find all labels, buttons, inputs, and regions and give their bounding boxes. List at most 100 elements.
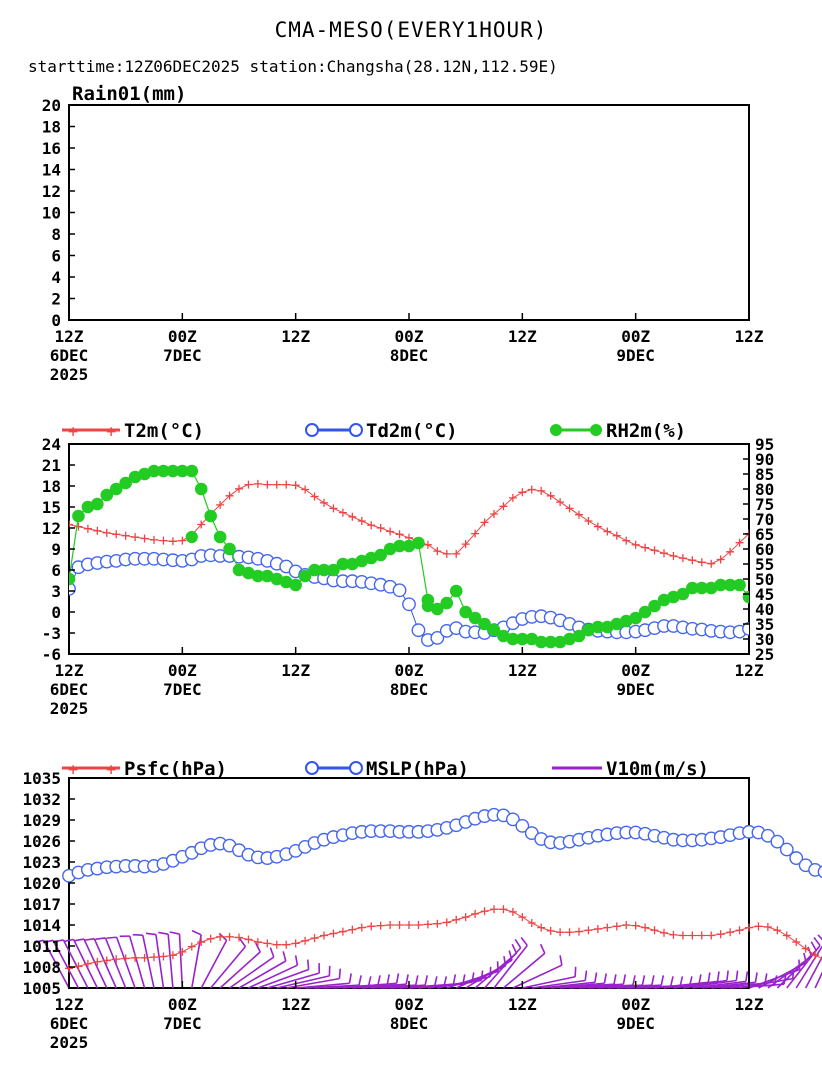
psfc-line [68, 908, 822, 969]
rain-panel-title: Rain01(mm) [72, 83, 186, 105]
wind-barb-feather [84, 937, 95, 942]
chart-title: CMA-MESO(EVERY1HOUR) [274, 18, 548, 42]
wind-barb-feather [424, 975, 429, 986]
x-tick-label: 00Z [395, 661, 424, 680]
psfc-point [707, 931, 716, 940]
svg-text:+: + [68, 422, 78, 442]
wind-barb-feather [53, 939, 64, 943]
wind-barb-feather [145, 932, 157, 936]
x-tick-label: 12Z [281, 661, 310, 680]
t2m-point [112, 530, 121, 539]
psfc-point [272, 940, 281, 949]
x-tick-label: 00Z [168, 327, 197, 346]
pressure-series [33, 807, 822, 989]
psfc-point [792, 938, 801, 947]
wind-barb [682, 979, 737, 989]
x-tick-label: 9DEC [616, 346, 655, 365]
svg-text:+: + [68, 760, 78, 780]
wind-barb [155, 934, 165, 989]
psfc-point [745, 923, 753, 932]
rh2m-point [204, 509, 217, 523]
t2m-point [575, 510, 583, 519]
y-tick-label: 8 [51, 225, 61, 244]
t2m-point [376, 524, 385, 532]
psfc-point [593, 924, 602, 933]
wind-barb [673, 979, 728, 989]
rh2m-point [72, 509, 85, 523]
psfc-point [367, 922, 376, 931]
psfc-point [499, 905, 508, 914]
y-tick-label-right: 85 [755, 465, 774, 484]
y-tick-label: 6 [51, 247, 61, 266]
t2m-point [301, 485, 310, 494]
psfc-point [93, 957, 102, 966]
wind-barb-feather [132, 933, 143, 936]
t2m-point [783, 496, 791, 504]
wind-barb-feather [514, 939, 522, 949]
rh2m-point [781, 618, 792, 629]
wind-barb-feather [817, 934, 822, 941]
t2m-point [168, 537, 177, 546]
wind-barb-feather [745, 971, 749, 982]
wind-barb-feather [669, 976, 674, 987]
wind-barb [352, 983, 407, 989]
y-tick-label-right: 50 [755, 570, 774, 589]
t2m-point [395, 530, 404, 539]
t2m-point [518, 488, 527, 497]
wind-barb [93, 938, 117, 989]
psfc-point [235, 933, 243, 942]
psfc-point [216, 932, 225, 941]
y-tick-label: 10 [42, 204, 61, 223]
psfc-point [386, 921, 395, 929]
mslp-point [779, 842, 794, 857]
x-tick-label: 8DEC [390, 680, 429, 699]
rh2m-marker [185, 530, 198, 544]
temperature-panel: + + T2m(°C) Td2m(°C) RH2m(%) -6 -3 0 3 6 9 12 1… [42, 420, 811, 718]
wind-barb [512, 964, 563, 989]
psfc-point [253, 938, 262, 947]
t2m-point [216, 500, 225, 509]
wind-barb [141, 935, 155, 989]
wind-barb-feather [613, 974, 617, 985]
psfc-point [112, 955, 121, 964]
x-tick-label: 2025 [50, 699, 89, 718]
wind-barb-feather [367, 976, 372, 987]
psfc-point [480, 907, 489, 916]
svg-text:+: + [106, 760, 116, 780]
y-tick-label: 1011 [22, 937, 61, 956]
legend-psfc: + + Psfc(hPa) [62, 758, 227, 780]
psfc-point [678, 931, 687, 940]
y-tick-label: 1035 [22, 769, 61, 788]
td2m-point [790, 597, 802, 609]
psfc-point [546, 926, 555, 935]
psfc-point [65, 964, 73, 973]
rh2m-point [289, 578, 302, 592]
t2m-point [603, 527, 612, 536]
legend-psfc-label: Psfc(hPa) [124, 758, 227, 780]
x-tick-label: 00Z [621, 995, 650, 1014]
wind-barb [276, 975, 330, 989]
rh2m-point [800, 621, 811, 632]
rh2m-point [119, 476, 132, 490]
t2m-point [480, 518, 489, 527]
psfc-point [716, 930, 725, 939]
wind-barb [104, 937, 127, 989]
y-tick-label: 24 [42, 435, 61, 454]
t2m-point [452, 549, 461, 558]
td2m-point [69, 582, 76, 596]
x-tick-label: 12Z [281, 995, 310, 1014]
wind-barb-feather [254, 942, 261, 953]
x-tick-label: 00Z [621, 661, 650, 680]
wind-barb-feather [813, 936, 821, 946]
v10m-barbs [33, 929, 822, 989]
psfc-point [650, 926, 659, 935]
wind-barb [550, 982, 605, 989]
t2m-point [678, 554, 687, 563]
t2m-point [433, 547, 442, 556]
y-tick-label: 9 [51, 540, 61, 559]
wind-barb-feather [511, 943, 518, 954]
psfc-point [197, 938, 206, 947]
wind-barb [267, 972, 320, 989]
wind-barb [522, 975, 576, 989]
